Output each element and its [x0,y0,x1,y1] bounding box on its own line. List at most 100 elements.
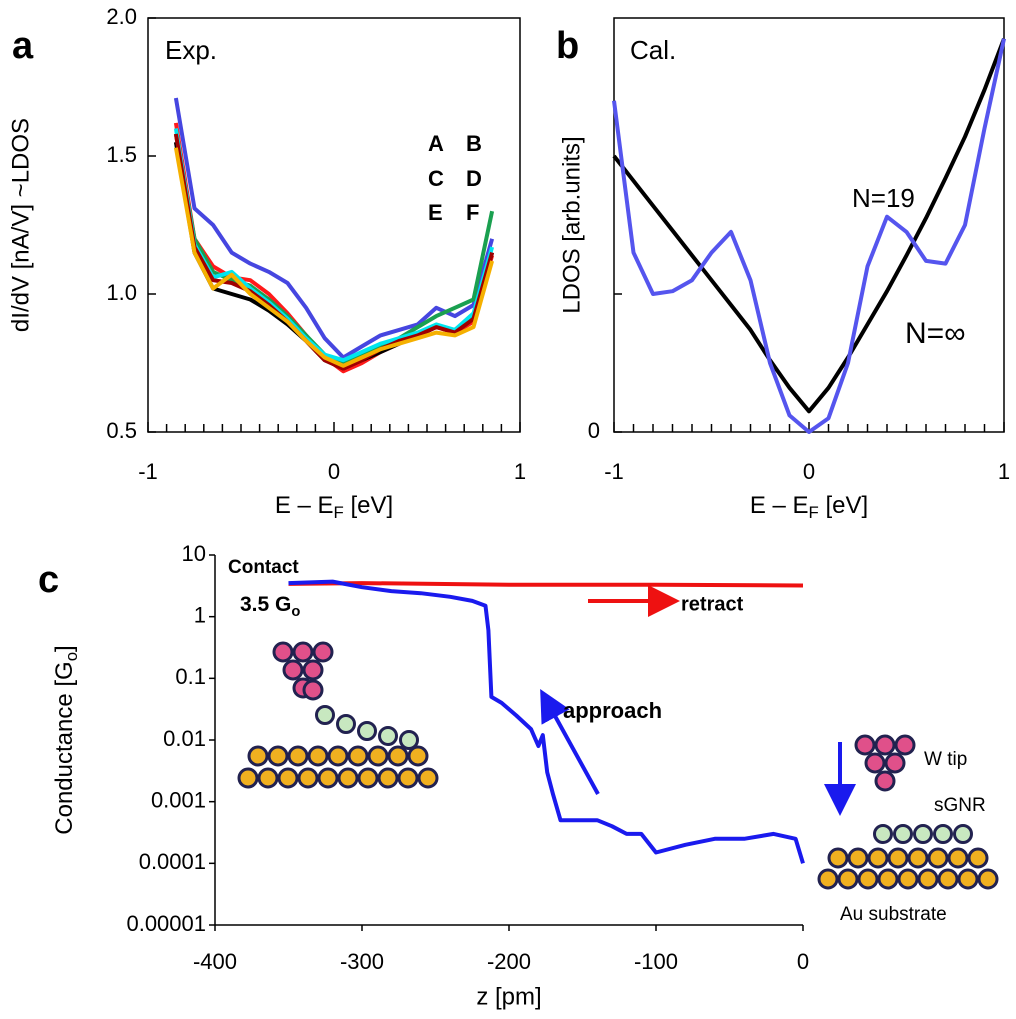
atom [953,824,973,844]
x-tick-label: 0 [797,949,809,974]
atom [827,847,849,869]
approach-arrow [540,688,600,795]
atom [292,641,314,663]
atom [837,868,859,890]
atom [387,745,409,767]
data-line [288,581,804,588]
x-axis-label-part: F [334,503,344,522]
x-axis-label-part: F [809,503,819,522]
atom [267,745,289,767]
x-tick-label: -1 [138,459,158,484]
atom [297,767,319,789]
atom [917,868,939,890]
atom [337,767,359,789]
atom [397,767,419,789]
legend-entry: B [466,131,482,156]
y-tick-label: 0.00001 [126,911,206,936]
data-line [173,133,495,371]
series-label: approach [563,698,662,723]
y-tick-label: 0.1 [175,664,206,689]
atom [327,745,349,767]
y-axis-label: Conductance [Go] [51,645,81,834]
atom [927,847,949,869]
atom [894,734,916,756]
legend-entry: D [466,166,482,191]
panel-letter: c [38,559,59,601]
atom [399,730,419,750]
y-tick-label: 0.5 [106,418,137,443]
atom [377,767,399,789]
annotation: sGNR [934,795,986,816]
annotation: 3.5 Go [240,593,300,620]
atom [873,824,893,844]
y-axis-label: LDOS [arb.units] [558,136,585,313]
x-axis-label: E – EF [eV] [275,492,393,522]
x-axis-label: E – EF [eV] [750,492,868,522]
legend-entry: F [466,200,479,225]
series-label: retract [681,593,744,615]
data-line [173,97,495,360]
atom [913,824,933,844]
atom [887,847,909,869]
atom [907,847,929,869]
x-axis-label-part: E – E [750,492,809,519]
atom [857,868,879,890]
annotation: Au substrate [840,904,947,925]
atom [854,734,876,756]
y-axis-label-part: o [62,652,81,661]
atom [947,847,969,869]
series-label: N=∞ [905,317,966,350]
atom [874,770,896,792]
y-tick-label: 2.0 [106,4,137,29]
atom [307,745,329,767]
atom [893,824,913,844]
atom [847,847,869,869]
atom [864,752,886,774]
data-line [612,37,1006,414]
atom [277,767,299,789]
atom [247,745,269,767]
data-line [173,147,495,368]
atom [884,752,906,774]
plot-frame [613,17,1005,433]
atom [287,745,309,767]
y-tick-label: 0 [588,418,600,443]
y-axis-label-part: Conductance [G [51,661,78,834]
x-tick-label: -300 [340,949,384,974]
atom [312,641,334,663]
x-axis-label-part: [eV] [819,492,868,519]
x-tick-label: -200 [487,949,531,974]
atom [272,641,294,663]
y-axis-label: dI/dV [nA/V] ~LDOS [7,118,34,332]
annotation-part: o [291,604,300,620]
atom [897,868,919,890]
x-tick-label: -400 [193,949,237,974]
atom [877,868,899,890]
data-line [612,38,1006,434]
x-axis-label: z [pm] [476,983,541,1010]
annotation: Exp. [165,35,217,65]
atom [317,767,339,789]
atom-illustrations [237,641,999,890]
atom [937,868,959,890]
x-tick-label: -1 [604,459,624,484]
atom [817,868,839,890]
x-axis-label-part: E – E [275,492,334,519]
series-label: N=19 [852,183,915,213]
annotation-part: 3.5 G [240,593,291,616]
plot-frame [147,17,521,433]
atom [282,659,304,681]
atom [357,767,379,789]
y-tick-label: 1 [194,602,206,627]
legend-entry: E [428,200,443,225]
y-tick-label: 1.5 [106,142,137,167]
annotation: Cal. [630,35,676,65]
atom [957,868,979,890]
legend-entry: A [428,131,444,156]
y-tick-label: 0.01 [163,726,206,751]
atom [367,745,389,767]
data-line [288,579,805,864]
atom [417,767,439,789]
